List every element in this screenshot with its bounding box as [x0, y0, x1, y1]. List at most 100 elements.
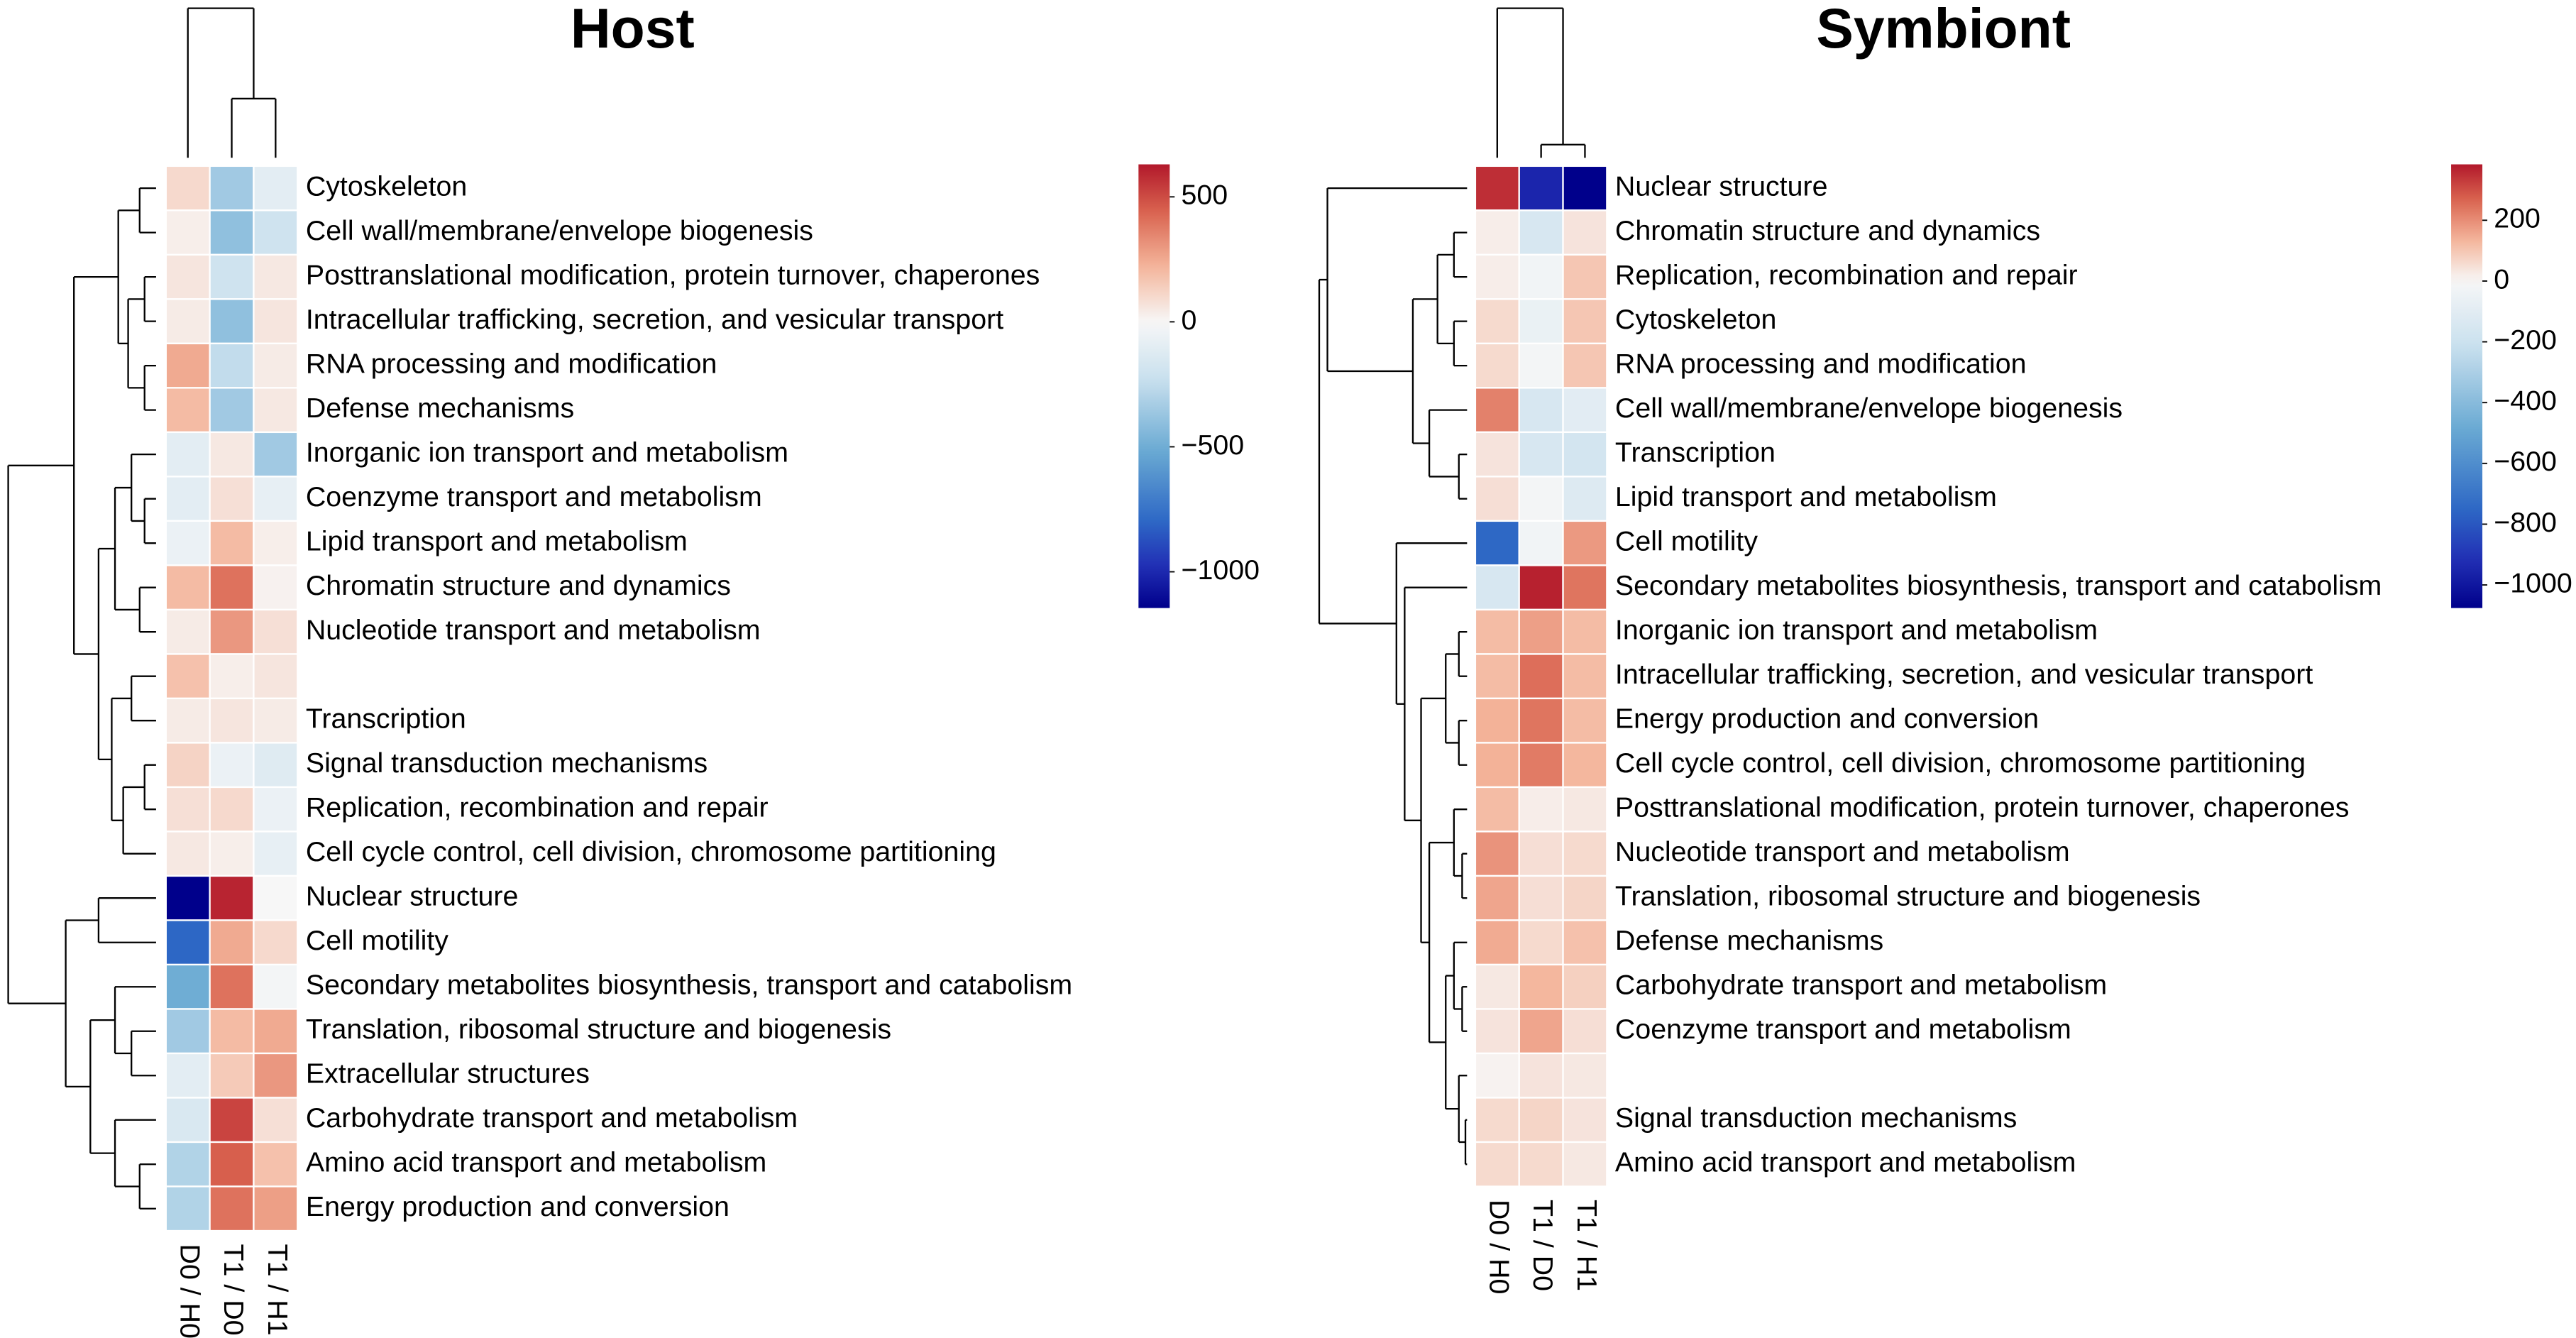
heatmap-cell [165, 1185, 211, 1232]
heatmap-cell [1518, 963, 1564, 1010]
heatmap-cell [209, 209, 255, 256]
row-label: Cell wall/membrane/envelope biogenesis [1615, 393, 2123, 424]
row-label: Nuclear structure [306, 881, 519, 912]
row-label: Transcription [1615, 437, 1776, 468]
heatmap-cell [209, 431, 255, 478]
heatmap-cell [165, 1052, 211, 1099]
heatmap-cell [1562, 387, 1608, 434]
colorbar-tick-label: −800 [2494, 507, 2557, 538]
heatmap-cell [209, 298, 255, 345]
colorbar-tick-label: −1000 [1182, 554, 1260, 586]
heatmap-cell [1474, 165, 1520, 212]
colorbar [2451, 164, 2483, 608]
heatmap-cell [165, 165, 211, 212]
colorbar-tick-label: −1000 [2494, 567, 2572, 598]
row-label: Inorganic ion transport and metabolism [306, 437, 788, 468]
row-label: Amino acid transport and metabolism [1615, 1147, 2076, 1178]
heatmap-cell [1518, 520, 1564, 566]
heatmap-cell [1562, 298, 1608, 345]
heatmap-cell [253, 742, 299, 789]
row-label: Nucleotide transport and metabolism [306, 615, 761, 646]
heatmap-cell [165, 209, 211, 256]
row-label: Lipid transport and metabolism [1615, 481, 1997, 512]
row-label: Chromatin structure and dynamics [1615, 215, 2040, 246]
row-label: Coenzyme transport and metabolism [1615, 1014, 2071, 1045]
heatmap-cell [1562, 742, 1608, 789]
heatmap-cell [1474, 742, 1520, 789]
heatmap-cell [1518, 653, 1564, 700]
heatmap-cell [165, 697, 211, 744]
heatmap-cell [1518, 742, 1564, 789]
row-label: Cell motility [306, 925, 448, 956]
heatmap-cell [1518, 919, 1564, 966]
colorbar-tick-label: −400 [2494, 385, 2557, 417]
column-label: T1 / D0 [218, 1244, 249, 1336]
colorbar [1138, 164, 1170, 608]
heatmap-cell [209, 1008, 255, 1055]
heatmap-cell [1474, 963, 1520, 1010]
heatmap-cell [1518, 209, 1564, 256]
heatmap-cell [1518, 165, 1564, 212]
row-label: Energy production and conversion [306, 1191, 730, 1222]
heatmap-cell [253, 1008, 299, 1055]
heatmap-cell [1518, 253, 1564, 300]
heatmap-cell [253, 608, 299, 655]
heatmap-cell [1474, 1141, 1520, 1188]
row-label: Defense mechanisms [306, 393, 574, 424]
heatmap-cell [165, 1141, 211, 1188]
colorbar-tick-label: −500 [1182, 429, 1245, 461]
heatmap-cell [1562, 1141, 1608, 1188]
column-label: T1 / D0 [1527, 1200, 1558, 1291]
heatmap-cell [1518, 1141, 1564, 1188]
heatmap-cell [253, 253, 299, 300]
heatmap-cell [1518, 1052, 1564, 1099]
heatmap-cell [209, 963, 255, 1010]
heatmap-cell [253, 786, 299, 833]
heatmap-cell [209, 653, 255, 700]
row-label: Nuclear structure [1615, 171, 1828, 202]
chart-title: Host [571, 0, 695, 60]
row-label: Coenzyme transport and metabolism [306, 481, 762, 512]
heatmap-cell [1518, 564, 1564, 611]
heatmap-cell [1474, 786, 1520, 833]
heatmap-cell [1518, 298, 1564, 345]
row-label: Nucleotide transport and metabolism [1615, 836, 2070, 867]
row-label: Translation, ribosomal structure and bio… [306, 1014, 891, 1045]
row-label: Signal transduction mechanisms [306, 747, 708, 779]
row-label: Intracellular trafficking, secretion, an… [1615, 659, 2313, 690]
heatmap-cell [209, 520, 255, 566]
heatmap-cell [1518, 476, 1564, 522]
heatmap-cell [1562, 697, 1608, 744]
heatmap-cell [1562, 431, 1608, 478]
heatmap-cell [1562, 653, 1608, 700]
heatmap-cell [165, 742, 211, 789]
heatmap-cell [209, 697, 255, 744]
row-label: Defense mechanisms [1615, 925, 1883, 956]
heatmap-cell [165, 564, 211, 611]
chart-title: Symbiont [1816, 0, 2071, 60]
heatmap-cell [1474, 1052, 1520, 1099]
heatmap-cell [253, 165, 299, 212]
heatmap-cell [1474, 1008, 1520, 1055]
row-label: Inorganic ion transport and metabolism [1615, 615, 2098, 646]
heatmap-cell [1562, 476, 1608, 522]
heatmap-cell [1474, 431, 1520, 478]
row-label: RNA processing and modification [1615, 349, 2027, 380]
row-label: Signal transduction mechanisms [1615, 1102, 2017, 1134]
row-label: Lipid transport and metabolism [306, 526, 688, 557]
colorbar-tick-label: 500 [1182, 180, 1228, 211]
heatmap-cell [1474, 209, 1520, 256]
colorbar-tick-label: −200 [2494, 324, 2557, 356]
heatmap-cell [209, 608, 255, 655]
heatmap-cell [165, 919, 211, 966]
row-label: Amino acid transport and metabolism [306, 1147, 766, 1178]
heatmap-cell [253, 431, 299, 478]
row-label: Cytoskeleton [1615, 304, 1776, 335]
heatmap-cell [1474, 608, 1520, 655]
heatmap-cell [1562, 919, 1608, 966]
heatmap-cell [1518, 431, 1564, 478]
heatmap-cell [253, 919, 299, 966]
heatmap-cell [209, 1141, 255, 1188]
